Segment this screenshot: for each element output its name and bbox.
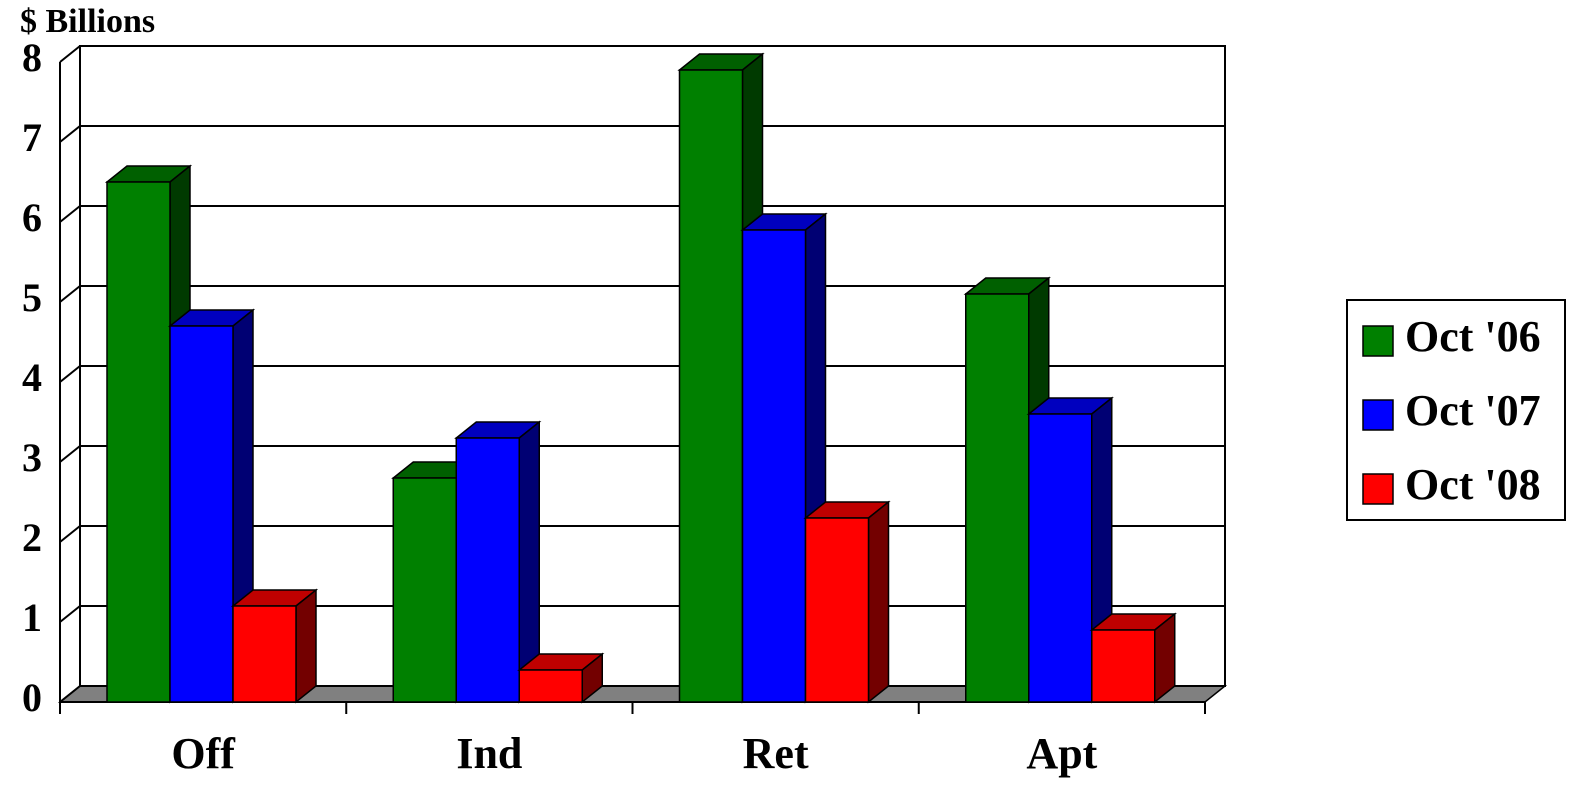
bar <box>804 517 870 703</box>
y-tick <box>59 285 81 303</box>
bar <box>1091 629 1156 703</box>
y-axis-label: $ Billions <box>20 3 155 40</box>
x-tick-label: Ret <box>743 729 809 778</box>
x-tick-label: Off <box>171 729 236 778</box>
legend-swatch <box>1362 399 1394 431</box>
bar <box>1028 413 1093 703</box>
y-tick-label: 7 <box>22 115 42 160</box>
legend-label: Oct '08 <box>1405 460 1541 509</box>
y-tick-label: 1 <box>22 595 42 640</box>
y-tick-label: 4 <box>22 355 42 400</box>
legend-label: Oct '06 <box>1405 312 1541 361</box>
bar <box>232 605 297 703</box>
y-tick-label: 5 <box>22 275 42 320</box>
bar-side <box>867 500 890 704</box>
bar <box>965 293 1030 703</box>
bar <box>455 437 520 703</box>
legend-label: Oct '07 <box>1405 386 1541 435</box>
bar <box>106 181 171 703</box>
bar <box>741 229 807 703</box>
y-tick-label: 3 <box>22 435 42 480</box>
y-tick <box>59 525 81 543</box>
y-tick <box>59 45 81 63</box>
bar-side <box>1154 612 1176 704</box>
y-tick-label: 6 <box>22 195 42 240</box>
legend-swatch <box>1362 325 1394 357</box>
y-tick-label: 8 <box>22 35 42 80</box>
bar-side <box>295 588 317 704</box>
y-tick-label: 0 <box>22 675 42 720</box>
y-tick <box>59 125 81 143</box>
x-tick-label: Ind <box>456 729 522 778</box>
y-tick <box>59 365 81 383</box>
bar <box>169 325 234 703</box>
y-tick-label: 2 <box>22 515 42 560</box>
legend-swatch <box>1362 473 1394 505</box>
bar <box>392 477 457 703</box>
y-tick <box>59 685 81 703</box>
y-tick <box>59 605 81 623</box>
y-tick <box>59 205 81 223</box>
y-tick <box>59 445 81 463</box>
bar <box>518 669 583 703</box>
bar <box>678 69 744 703</box>
x-tick-label: Apt <box>1026 729 1097 778</box>
